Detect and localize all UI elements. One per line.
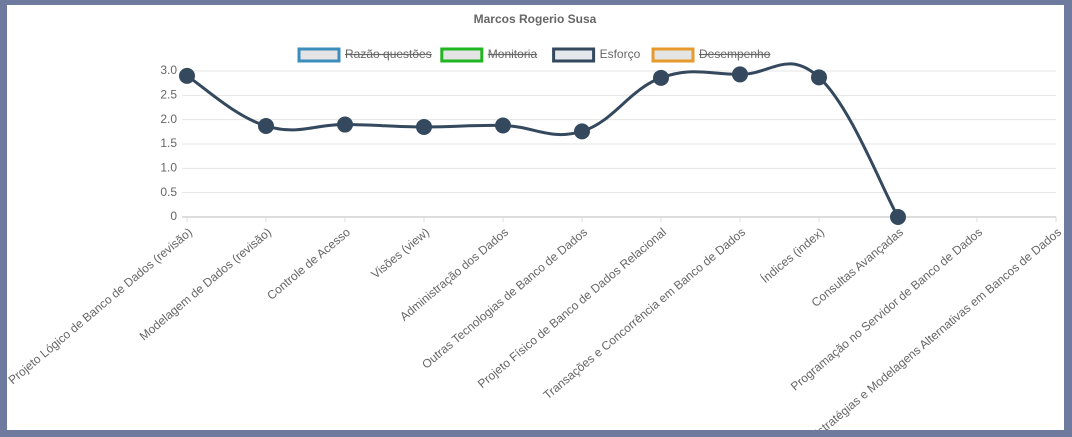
data-point [890, 209, 906, 225]
y-tick-label: 1.5 [160, 136, 177, 150]
x-tick-label: Índices (index) [758, 224, 827, 286]
y-tick-label: 1.0 [160, 161, 177, 175]
x-tick-label: Visões (view) [368, 225, 431, 281]
data-point [337, 116, 353, 133]
data-point [811, 69, 827, 86]
series-line [186, 62, 900, 218]
data-point [732, 66, 748, 83]
legend-label: Esforço [600, 47, 641, 61]
y-tick-label: 0 [170, 209, 177, 223]
legend-label: Monitoria [488, 47, 538, 61]
data-point [258, 117, 274, 134]
legend-swatch [440, 47, 484, 63]
data-point [416, 118, 432, 135]
legend-swatch [651, 47, 695, 63]
legend-label: Desempenho [699, 47, 771, 61]
legend-label: Razão questões [345, 47, 432, 61]
x-tick-label: Outras Tecnologias de Banco de Dados [419, 225, 590, 372]
data-point [653, 69, 669, 86]
y-tick-label: 3.0 [160, 63, 177, 77]
legend-swatch [552, 47, 596, 63]
x-tick-label: Estratégias e Modelagens Alternativas em… [808, 225, 1064, 430]
y-tick-label: 2.5 [160, 88, 177, 102]
data-point [179, 67, 195, 84]
x-tick-label: Controle de Acesso [264, 225, 353, 303]
legend-swatch [297, 47, 341, 63]
data-point [495, 117, 511, 134]
chart: Marcos Rogerio Susa 0 0.5 1.0 1.5 2.0 2.5 3.0 P… [7, 5, 1064, 430]
x-tick-label: Projeto Lógico de Banco de Dados (revisã… [7, 225, 195, 387]
x-tick-label: Modelagem de Dados (revisão) [137, 225, 274, 343]
chart-title: Marcos Rogerio Susa [474, 12, 597, 26]
data-point [574, 123, 590, 140]
y-tick-label: 2.0 [160, 112, 177, 126]
y-tick-label: 0.5 [160, 185, 177, 199]
